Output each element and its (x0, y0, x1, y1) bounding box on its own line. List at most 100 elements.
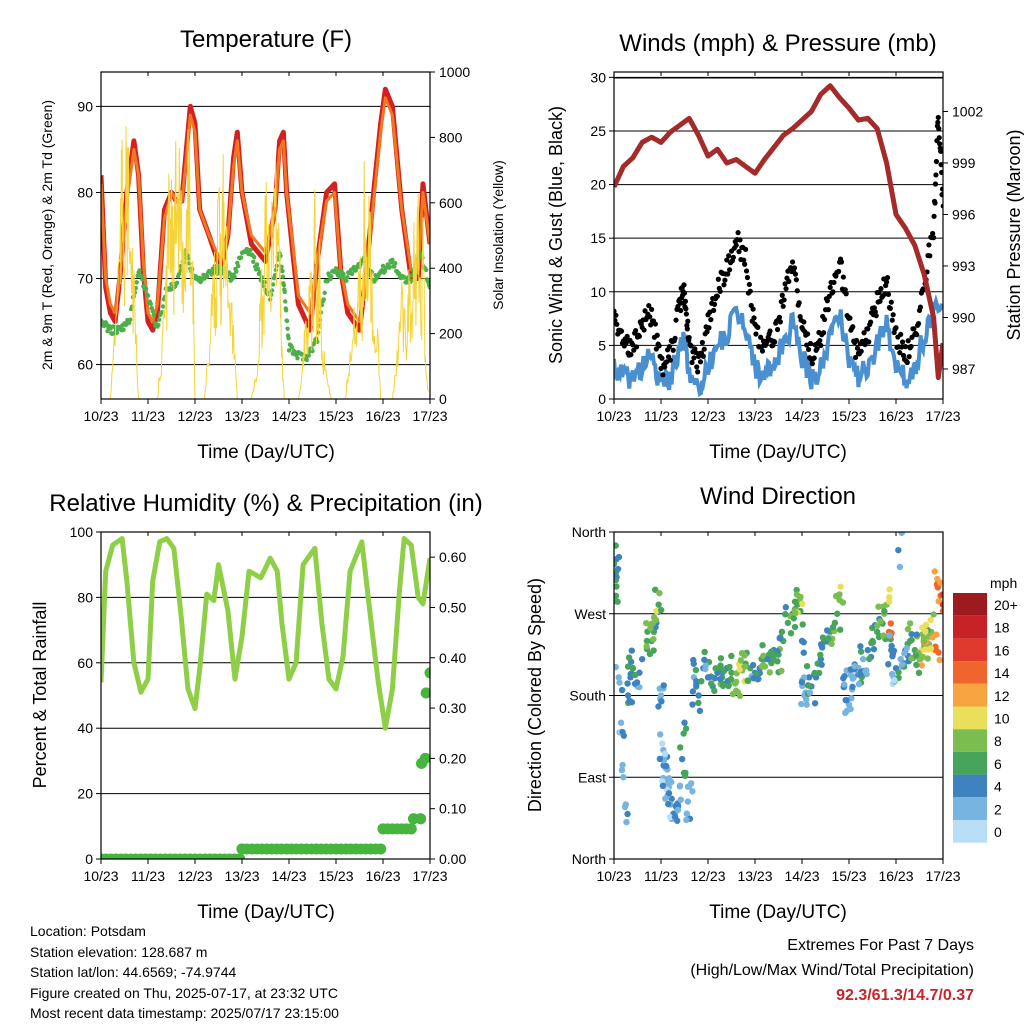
series-1-point (868, 319, 874, 325)
series-2-point (315, 339, 320, 345)
wind-direction-point (841, 673, 848, 680)
wind-direction-point (683, 816, 690, 824)
series-layer (614, 83, 943, 398)
series-1-point (782, 281, 788, 287)
wind-direction-point (805, 682, 813, 689)
series-1-point (736, 249, 742, 255)
wind-direction-point (837, 583, 844, 590)
wind-direction-point (658, 698, 665, 705)
wind-direction-point (798, 679, 806, 686)
series-1-point (758, 334, 764, 340)
series-1-point (927, 253, 933, 259)
wind-direction-point (684, 783, 692, 790)
legend-swatch (953, 593, 987, 616)
wind-direction-point (711, 675, 718, 682)
wind-direction-point (621, 803, 629, 811)
wind-direction-point (689, 701, 696, 708)
series-1-point (722, 277, 728, 283)
x-tick-label: 10/23 (596, 868, 631, 884)
series-1-point (623, 340, 629, 346)
legend-label: 12 (994, 688, 1010, 704)
wind-direction-point (800, 649, 807, 656)
wind-direction-point (791, 598, 799, 605)
series-1-point (898, 331, 904, 338)
y2-tick-label: 0 (439, 391, 447, 407)
y-tick-label: 20 (590, 177, 606, 193)
series-2-point (252, 254, 257, 260)
wind-direction-point (875, 603, 882, 610)
series-1-point (774, 326, 781, 333)
series-1-point (685, 318, 691, 324)
series-2-point (270, 282, 276, 287)
wind-direction-point (690, 656, 697, 664)
series-1-point (862, 341, 868, 348)
series-2-point (273, 267, 279, 273)
wind-direction-point (841, 681, 848, 688)
wind-direction-point (828, 640, 835, 648)
series-2-point (321, 297, 326, 302)
series-1-point (424, 667, 430, 679)
y2-tick-label: 800 (439, 129, 463, 145)
wind-direction-point (797, 593, 804, 601)
series-1-point (717, 288, 723, 294)
x-tick-label: 11/23 (131, 408, 165, 424)
y-tick-label: 60 (77, 357, 93, 373)
series-1-point (694, 364, 700, 370)
extremes-values: 92.3/61.3/14.7/0.37 (836, 987, 974, 1004)
wind-direction-point (681, 719, 688, 726)
series-1-point (899, 339, 906, 345)
chart-title: Relative Humidity (%) & Precipitation (i… (49, 490, 482, 517)
series-1-point (688, 343, 694, 349)
wind-direction-point (866, 655, 873, 663)
series-1-point (938, 169, 943, 176)
series-1-point (904, 359, 910, 366)
series-1-point (897, 350, 903, 356)
series-1-point (935, 119, 941, 125)
series-1-point (618, 328, 625, 334)
series-2-line (614, 83, 943, 381)
series-1-point (704, 329, 710, 335)
wind-direction-point (825, 635, 832, 643)
y-tick-label: North (572, 851, 606, 867)
wind-direction-point (705, 674, 713, 681)
series-1-point (938, 148, 943, 154)
wind-direction-point (819, 634, 827, 641)
series-layer (101, 536, 430, 859)
series-1-point (641, 327, 647, 333)
wind-direction-point (761, 663, 769, 670)
y-tick-label: 0 (85, 851, 93, 867)
location-text: Location: Potsdam (30, 923, 146, 939)
wind-direction-point (668, 778, 675, 786)
series-1-point (614, 308, 617, 314)
series-1-point (807, 340, 814, 347)
wind-direction-point (886, 632, 893, 639)
wind-direction-point (678, 755, 686, 763)
y-tick-label: North (572, 524, 606, 540)
series-1-point (793, 277, 799, 283)
wind-direction-point (614, 592, 620, 599)
series-2-point (255, 266, 261, 271)
series-2-point (306, 353, 311, 358)
wind-direction-point (628, 647, 636, 654)
series-1-point (847, 315, 853, 321)
series-1-point (234, 853, 246, 859)
x-tick-label: 17/23 (925, 868, 960, 884)
wind-direction-point (931, 568, 938, 575)
series-1-point (686, 334, 692, 341)
series-1-point (932, 181, 939, 187)
wind-direction-point (904, 625, 912, 633)
x-axis-label: Time (Day/UTC) (197, 902, 335, 923)
series-1-point (678, 307, 684, 314)
wind-direction-point (650, 614, 658, 621)
series-1-point (853, 337, 860, 344)
wind-direction-point (682, 725, 690, 732)
series-2-point (282, 289, 287, 295)
series-1-point (614, 312, 619, 318)
wind-direction-point (639, 655, 646, 663)
wind-direction-point (898, 532, 905, 536)
wind-direction-point (868, 639, 875, 647)
series-1-point (873, 313, 879, 319)
wind-direction-point (818, 661, 825, 668)
wind-direction-point (695, 699, 702, 707)
